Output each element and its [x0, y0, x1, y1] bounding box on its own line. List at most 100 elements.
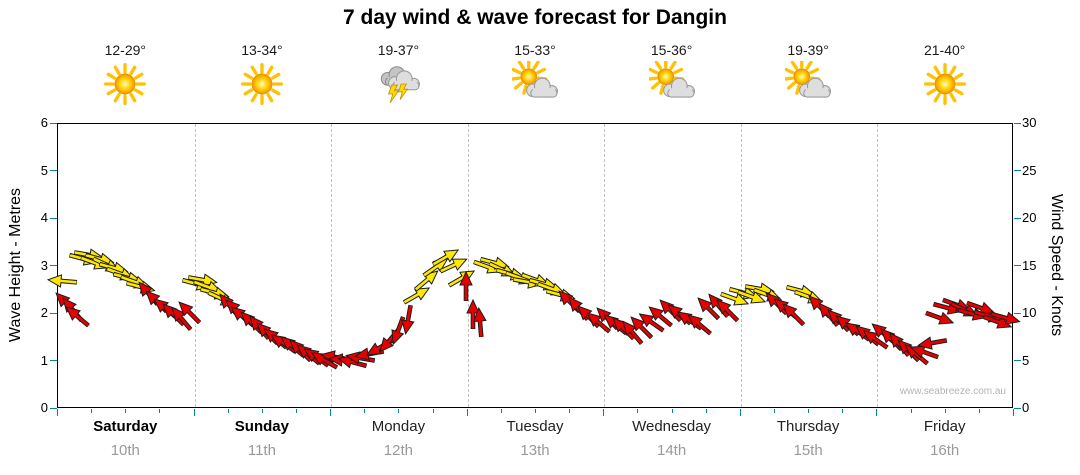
wind-arrow: [411, 265, 443, 295]
bottom-axis-tick: [159, 409, 161, 413]
temperature-range: 15-33°: [514, 42, 556, 58]
wind-arrow: [308, 346, 341, 373]
wind-speed-tick-label: 20: [1022, 210, 1037, 225]
sunny-icon: [102, 61, 148, 107]
right-axis-tick: [1014, 217, 1021, 219]
wind-arrow: [683, 308, 715, 338]
wind-arrow: [398, 304, 417, 336]
page-title: 7 day wind & wave forecast for Dangin: [343, 6, 727, 29]
day-date-label: 16th: [930, 442, 960, 459]
left-axis-tick: [50, 265, 57, 266]
day-date-label: 12th: [383, 442, 413, 459]
day-header: 19-37°: [330, 42, 466, 107]
wind-arrow: [335, 351, 368, 372]
day-name-label: Wednesday: [632, 418, 712, 435]
wind-arrow: [466, 299, 480, 329]
wave-height-tick-label: 2: [40, 305, 48, 320]
wind-arrow: [446, 264, 479, 291]
right-axis-tick: [1014, 170, 1021, 171]
wind-arrow: [654, 295, 685, 326]
day-name-label: Monday: [371, 418, 426, 435]
right-axis-tick: [1014, 122, 1021, 124]
wind-arrow: [924, 306, 957, 329]
wind-speed-tick-label: 25: [1022, 162, 1037, 178]
wave-height-tick-label: 4: [40, 210, 48, 225]
chart-plot-area: www.seabreeze.com.au: [46, 123, 1021, 408]
wind-arrow: [46, 273, 78, 290]
bottom-axis-tick: [261, 409, 263, 413]
bottom-axis-tick: [193, 409, 195, 416]
left-axis-tick: [50, 360, 57, 361]
wind-speed-tick-label: 5: [1022, 352, 1030, 368]
wind-arrow: [932, 298, 965, 319]
day-date-label: 14th: [656, 442, 687, 459]
bottom-axis-tick: [739, 409, 741, 416]
wind-arrow: [459, 270, 474, 301]
wind-arrow: [166, 302, 196, 334]
day-header: 15-36°: [604, 42, 740, 107]
left-axis-tick: [50, 217, 57, 219]
partly-cloudy-icon: [646, 57, 695, 107]
wind-arrow: [916, 333, 948, 352]
sunny-icon: [239, 61, 285, 107]
left-axis-tick: [50, 122, 57, 124]
day-header: 15-33°: [467, 42, 603, 107]
sunny-icon: [922, 61, 968, 107]
bottom-axis-tick: [978, 409, 980, 413]
day-date-label: 10th: [110, 442, 140, 459]
wind-arrow: [644, 301, 676, 331]
day-header: 21-40°: [877, 42, 1013, 107]
temperature-range: 19-39°: [787, 42, 829, 58]
day-separator-gridline: [877, 124, 879, 407]
wind-arrow: [386, 315, 409, 348]
temperature-range: 13-34°: [241, 42, 283, 58]
day-separator-gridline: [467, 124, 469, 407]
right-axis-tick: [1014, 312, 1021, 314]
bottom-axis-tick: [876, 409, 878, 416]
bottom-axis-tick: [296, 409, 297, 413]
wind-arrow: [401, 281, 434, 308]
day-header: 19-39°: [740, 42, 876, 107]
wind-arrow: [626, 312, 657, 343]
bottom-axis-tick: [705, 409, 707, 413]
day-name-label: Sunday: [234, 418, 289, 435]
wind-arrow: [472, 306, 489, 338]
wave-height-tick-label: 5: [40, 162, 48, 178]
wind-arrow: [187, 270, 219, 289]
bottom-axis-tick: [227, 409, 229, 413]
temperature-range: 21-40°: [923, 42, 966, 58]
day-separator-gridline: [740, 124, 742, 407]
bottom-axis-tick: [808, 409, 810, 413]
bottom-axis-tick: [91, 409, 93, 413]
partly-cloudy-icon: [510, 57, 558, 107]
bottom-axis-tick: [603, 409, 605, 416]
left-axis-tick: [50, 407, 57, 409]
watermark: www.seabreeze.com.au: [899, 386, 1006, 397]
wind-arrow: [634, 307, 667, 336]
wave-height-tick-label: 1: [40, 352, 48, 368]
bottom-axis-tick: [569, 409, 571, 413]
right-axis-tick: [1014, 360, 1021, 361]
wind-arrow: [981, 310, 1014, 333]
temperature-range: 12-29°: [104, 42, 146, 58]
day-name-label: Thursday: [776, 418, 840, 435]
wind-speed-tick-label: 0: [1022, 400, 1030, 415]
right-axis-tick: [1014, 265, 1021, 266]
bottom-axis-tick: [774, 409, 775, 413]
wind-arrow: [693, 293, 724, 324]
wind-arrow: [617, 316, 647, 348]
wind-arrow: [735, 285, 768, 308]
bottom-axis-tick: [500, 409, 502, 413]
bottom-axis-tick: [1013, 409, 1014, 416]
day-separator-gridline: [331, 124, 333, 407]
wave-height-tick-label: 3: [40, 257, 48, 273]
wind-arrow: [438, 252, 471, 277]
bottom-axis-tick: [57, 409, 58, 416]
wind-arrow: [61, 301, 93, 331]
wave-height-tick-label: 0: [40, 400, 48, 415]
partly-cloudy-icon: [783, 57, 832, 107]
day-date-label: 11th: [247, 442, 276, 459]
wind-arrow: [174, 297, 205, 328]
left-axis-tick: [50, 312, 57, 314]
wind-arrow: [858, 324, 891, 353]
